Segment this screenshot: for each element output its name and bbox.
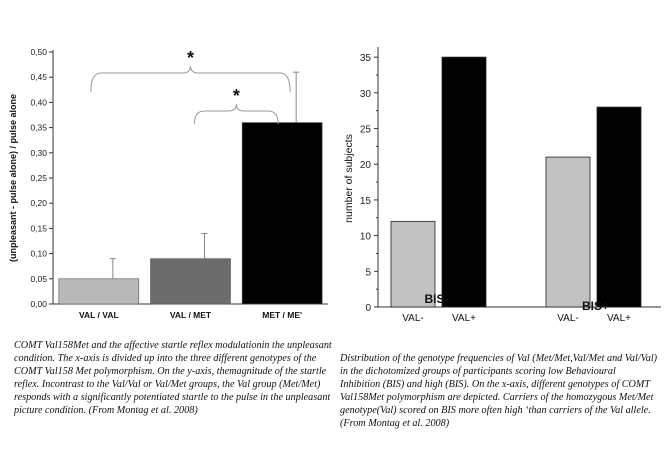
y-tick-label: 30 (360, 89, 372, 100)
y-tick-label: 0,30 (30, 148, 47, 158)
bar (58, 278, 140, 305)
x-tick-label: VAL / VAL (79, 310, 119, 320)
y-tick-label: 0,50 (30, 47, 47, 57)
significance-marker: * (187, 48, 194, 68)
x-tick-label: VAL- (402, 313, 424, 324)
y-tick-label: 15 (360, 196, 372, 207)
left-figure-caption: COMT Val158Met and the affective startle… (14, 340, 332, 416)
y-tick-label: 0,25 (30, 173, 47, 183)
y-tick-label: 0,00 (30, 299, 47, 309)
group-label: BIS- (425, 292, 449, 306)
y-tick-label: 0,05 (30, 274, 47, 284)
bar (390, 220, 436, 308)
x-tick-label: VAL+ (452, 313, 476, 324)
y-tick-label: 0 (365, 303, 371, 314)
x-tick-label: MET / ME' (262, 310, 302, 320)
y-tick-label: 35 (360, 53, 372, 64)
bar (441, 56, 487, 308)
significance-marker: * (233, 86, 240, 106)
x-tick-label: VAL+ (607, 313, 631, 324)
bar (596, 106, 642, 308)
y-tick-label: 0,45 (30, 72, 47, 82)
significance-brace (90, 65, 291, 93)
bar (150, 258, 231, 305)
y-tick-label: 0,35 (30, 123, 47, 133)
x-tick-label: VAL / MET (170, 310, 212, 320)
y-tick-label: 5 (365, 267, 371, 278)
y-tick-label: 20 (360, 160, 372, 171)
y-axis-label: number of subjects (343, 134, 355, 223)
x-tick-label: VAL- (557, 313, 579, 324)
bar (545, 156, 591, 308)
group-label: BIS+ (582, 299, 609, 313)
y-tick-label: 25 (360, 125, 372, 136)
y-tick-label: 0,15 (30, 223, 47, 233)
y-tick-label: 0,20 (30, 198, 47, 208)
startle-bar-chart: 0,00 0,05 0,10 0,15 0,20 0,25 0,30 0,35 0,40 0,45… (8, 47, 328, 320)
y-axis-label: (unpleasant - pulse alone) / pulse alone (8, 94, 18, 262)
y-tick-label: 0,40 (30, 97, 47, 107)
significance-brace (194, 103, 279, 125)
genotype-frequency-bar-chart: 0 5 10 15 20 25 30 35 number of subjects VAL- VAL+… (343, 47, 661, 324)
bar (241, 122, 323, 305)
y-tick-label: 10 (360, 232, 372, 243)
y-tick-label: 0,10 (30, 249, 47, 259)
right-figure-caption: Distribution of the genotype frequencies… (340, 353, 658, 429)
